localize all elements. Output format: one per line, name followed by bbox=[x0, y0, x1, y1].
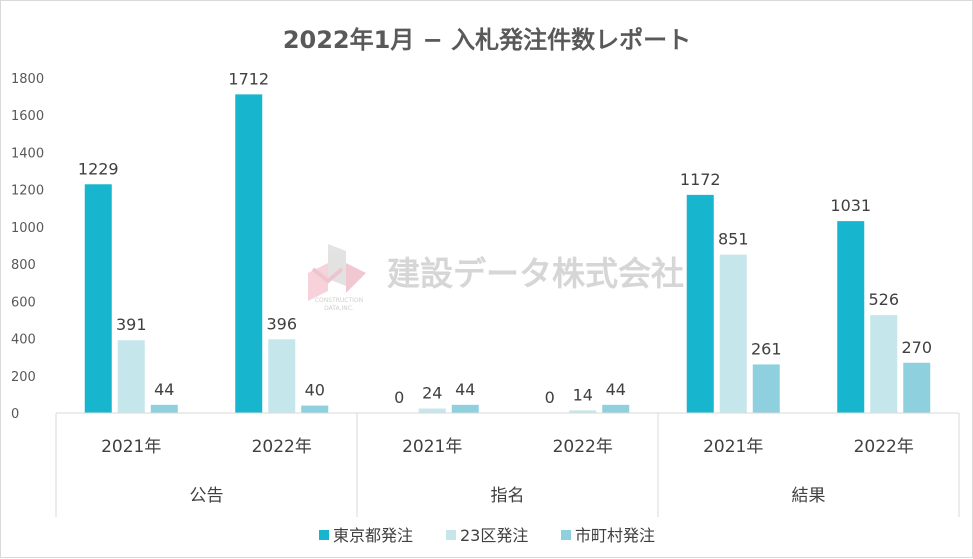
x-tick-label: 2021年 bbox=[402, 437, 462, 457]
legend-swatch bbox=[446, 530, 456, 540]
company-logo-icon bbox=[308, 244, 366, 301]
y-tick-label: 1200 bbox=[11, 184, 44, 199]
bar bbox=[602, 404, 630, 413]
data-label: 40 bbox=[305, 381, 325, 400]
data-label: 0 bbox=[545, 388, 555, 407]
legend: 東京都発注 23区発注 市町村発注 bbox=[319, 526, 655, 545]
bar bbox=[837, 221, 865, 413]
data-label: 14 bbox=[573, 385, 593, 404]
bar bbox=[301, 405, 329, 413]
y-tick-label: 600 bbox=[11, 295, 36, 310]
y-axis: 0 200 400 600 800 1000 1200 1400 1600 1800 bbox=[11, 72, 44, 422]
data-labels: 1229 391 44 1712 396 40 0 24 44 0 14 44 1172 851 261 10… bbox=[78, 69, 932, 407]
bar bbox=[870, 315, 898, 413]
y-tick-label: 200 bbox=[11, 370, 36, 385]
company-watermark: CONSTRUCTION DATA,INC. 建設データ株式会社 bbox=[308, 244, 684, 312]
data-label: 44 bbox=[154, 380, 174, 399]
bar bbox=[752, 364, 780, 413]
data-label: 270 bbox=[901, 338, 932, 357]
data-label: 261 bbox=[751, 339, 782, 358]
bar bbox=[451, 404, 479, 413]
data-label: 0 bbox=[394, 388, 404, 407]
x-group-label: 公告 bbox=[190, 486, 224, 506]
bar bbox=[686, 194, 714, 413]
legend-label: 23区発注 bbox=[460, 526, 528, 545]
bar bbox=[719, 254, 747, 413]
watermark-sub-line-2: DATA,INC. bbox=[324, 305, 354, 312]
bar bbox=[418, 408, 446, 413]
chart-title: 2022年1月 − 入札発注件数レポート bbox=[283, 26, 691, 54]
data-label: 391 bbox=[116, 315, 147, 334]
bar bbox=[117, 340, 145, 413]
x-tick-label: 2022年 bbox=[252, 437, 312, 457]
y-tick-label: 0 bbox=[11, 407, 19, 422]
bar-series-group bbox=[84, 94, 931, 413]
x-group-label: 結果 bbox=[792, 486, 826, 506]
y-tick-label: 800 bbox=[11, 258, 36, 273]
bar bbox=[903, 362, 931, 413]
bar bbox=[569, 410, 597, 413]
legend-label: 東京都発注 bbox=[333, 526, 413, 545]
data-label: 24 bbox=[422, 384, 442, 403]
watermark-sub-line-1: CONSTRUCTION bbox=[315, 297, 363, 304]
watermark-company-name: 建設データ株式会社 bbox=[387, 254, 684, 293]
data-label: 1712 bbox=[228, 69, 269, 88]
data-label: 44 bbox=[606, 380, 626, 399]
data-label: 1229 bbox=[78, 159, 119, 178]
data-label: 851 bbox=[718, 230, 749, 249]
data-label: 396 bbox=[266, 314, 297, 333]
data-label: 44 bbox=[455, 380, 475, 399]
y-tick-label: 1400 bbox=[11, 146, 44, 161]
bar bbox=[84, 184, 112, 413]
x-tick-label: 2021年 bbox=[101, 437, 161, 457]
data-label: 1172 bbox=[680, 170, 721, 189]
bar bbox=[268, 339, 296, 413]
y-tick-label: 1600 bbox=[11, 109, 44, 124]
data-label: 526 bbox=[868, 290, 899, 309]
legend-label: 市町村発注 bbox=[575, 526, 655, 545]
y-tick-label: 1000 bbox=[11, 221, 44, 236]
bar bbox=[235, 94, 263, 413]
x-tick-label: 2021年 bbox=[703, 437, 763, 457]
x-tick-label: 2022年 bbox=[854, 437, 914, 457]
bar bbox=[150, 404, 178, 413]
data-label: 1031 bbox=[830, 196, 871, 215]
y-tick-label: 1800 bbox=[11, 72, 44, 87]
y-tick-label: 400 bbox=[11, 333, 36, 348]
x-group-label: 指名 bbox=[491, 486, 525, 506]
legend-swatch bbox=[561, 530, 571, 540]
legend-swatch bbox=[319, 530, 329, 540]
x-tick-label: 2022年 bbox=[553, 437, 613, 457]
